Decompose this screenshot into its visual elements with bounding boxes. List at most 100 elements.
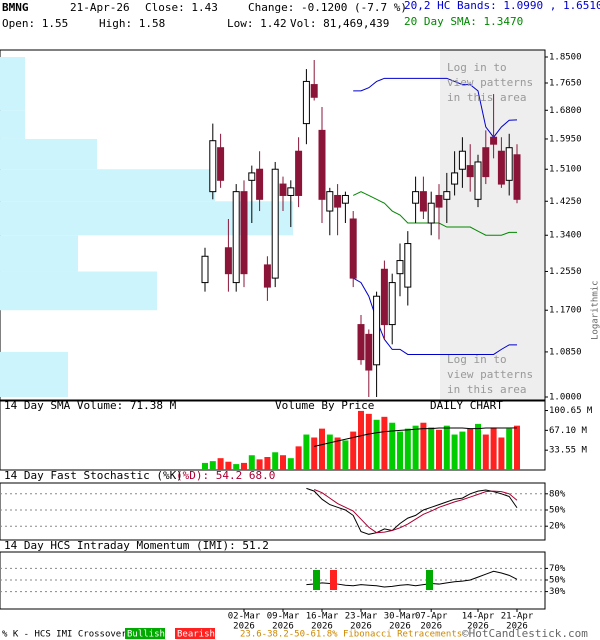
volume-by-price-bar [0,169,215,202]
x-tick-year: 2026 [272,622,294,632]
x-tick-year: 2026 [311,622,333,632]
volume-bar [475,423,481,470]
y-tick-label: 1.3400 [549,231,582,241]
candle-body [365,333,373,371]
open: Open: 1.55 [2,17,68,30]
volume-bar [256,459,263,470]
y-tick-label: 50% [549,576,566,586]
volume-bar [498,437,505,470]
volume-bar [311,437,318,470]
volume-bar [428,427,435,470]
x-tick-year: 2026 [467,622,489,632]
bearish-box [175,628,215,639]
volume-bar [295,446,302,470]
volume-bar [287,458,294,470]
candle-body [505,147,513,181]
candle-body [326,191,334,212]
footer-site: ©HotCandlestick.com [462,627,588,640]
bullish-box [125,628,165,639]
volume-bar [389,422,396,470]
note: in this area [447,383,526,396]
date: 21-Apr-26 [70,1,130,14]
candle-body [482,147,490,178]
x-tick-label: 30-Mar [384,612,417,622]
volume-bar [280,455,286,470]
candle-body [388,282,396,326]
candle-body [295,150,303,196]
x-tick-label: 23-Mar [345,612,378,622]
x-tick-year: 2026 [420,622,442,632]
volume-bar [420,422,427,470]
x-tick-label: 02-Mar [228,612,261,622]
volume-bar [233,464,240,470]
candle-body [349,218,357,279]
x-tick-year: 2026 [506,622,528,632]
candle-body [396,260,404,275]
candle-body [419,191,427,212]
volume-bar [404,428,411,470]
candle-body [404,243,412,288]
panel-title: 14 Day SMA Volume: 71.38 M [4,399,177,412]
candle-body [497,150,505,185]
y-tick-label: 1.8500 [549,53,582,63]
series-line [352,277,517,355]
y-tick-label: 1.7650 [549,78,582,88]
candle-body [474,161,482,200]
volume-bar [443,425,450,470]
volume-bar [272,452,279,470]
bands: 20,2 HC Bands: 1.0990 , 1.6510 [404,0,600,12]
change: Change: -0.1200 (-7.7 %) [248,1,407,14]
y-tick-label: 33.55 M [549,446,588,456]
y-tick-label: 1.5100 [549,165,582,175]
candle-body [513,154,521,200]
note: view patterns [447,76,533,89]
y-tick-label: 50% [549,506,566,516]
candle-body [248,172,256,181]
volume-by-price-bar [0,201,293,236]
bullish-marker [313,570,320,590]
volume-bar [506,428,513,470]
volume-bar [365,413,372,470]
candle-body [224,247,232,275]
volume-by-price-bar [0,351,68,397]
candle-body [451,172,459,185]
y-tick-label: 67.10 M [549,426,588,436]
footer-bullish: Bullish [127,630,165,640]
candle-body [263,264,271,288]
candle-body [373,295,381,366]
x-tick-label: 16-Mar [306,612,339,622]
pattern-note: Log in to view patterns in this area Log… [447,61,533,396]
volume-bar [373,419,380,470]
volume-by-price-bar [0,271,157,311]
x-tick-year: 2026 [233,622,255,632]
volume-bar [202,462,208,470]
footer-crossover: % K - HCS IMI Crossover: [2,630,132,640]
bearish-marker [330,570,337,590]
candle-body [232,191,240,284]
series-line [306,487,518,535]
candle-body [302,80,310,125]
candle-body [318,129,326,200]
candle-body [279,183,287,196]
candle-body [412,191,420,204]
note: Log in to [447,61,507,74]
series-line [306,570,518,588]
candle-body [287,187,295,196]
volume-bar [350,431,357,470]
volume-bar [514,425,520,470]
panel-subtitle: DAILY CHART [430,399,503,412]
x-tick-label: 14-Apr [462,612,495,622]
volume-bar [451,434,458,470]
volume-bar [334,437,341,470]
note: in this area [447,91,526,104]
candle-body [427,202,435,224]
y-tick-label: 30% [549,587,566,597]
footer-fib: 23.6-38.2-50-61.8% Fibonacci Retracement… [240,630,462,640]
volume-bar [490,427,497,470]
y-tick-label: 1.1700 [549,306,582,316]
y-tick-label: 1.6800 [549,106,582,116]
y-tick-label: 80% [549,489,566,499]
volume-bar [217,458,224,470]
volume-by-price-bar [0,138,97,170]
